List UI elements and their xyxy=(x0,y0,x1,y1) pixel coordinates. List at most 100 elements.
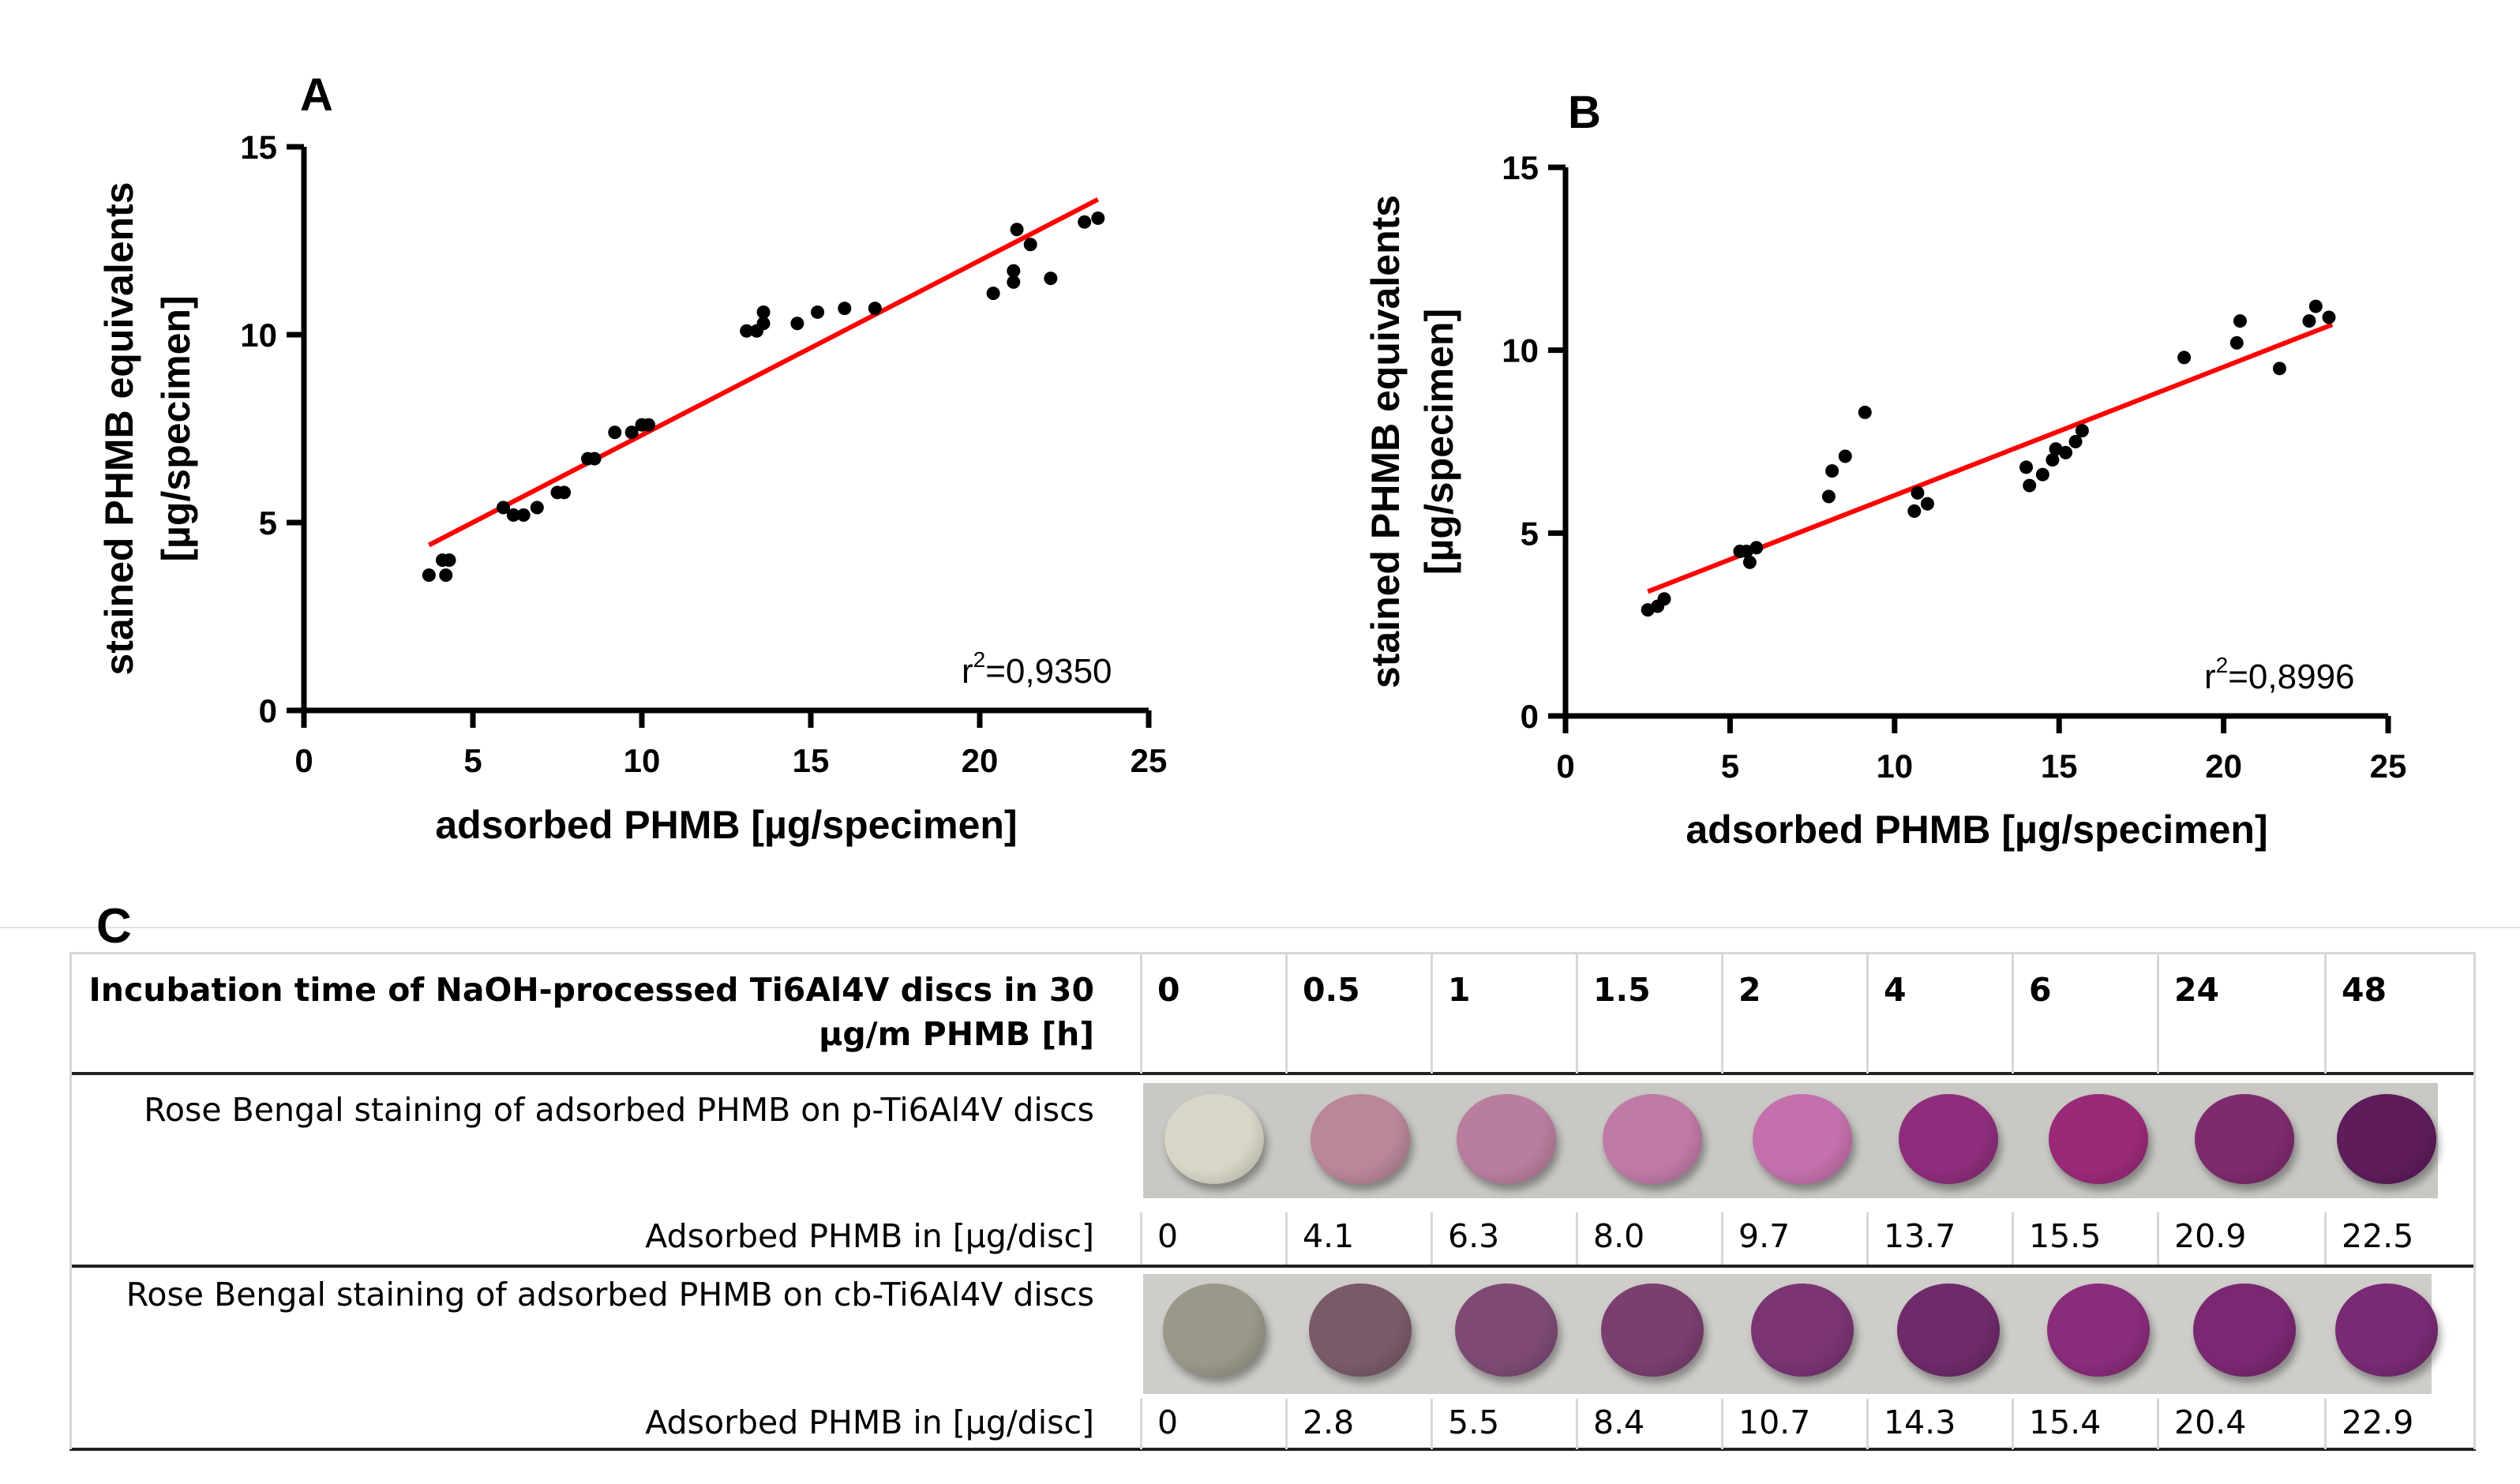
adsorbed-value: 14.3 xyxy=(1884,1403,1956,1441)
data-point xyxy=(790,317,804,331)
data-point xyxy=(2059,445,2073,459)
data-point xyxy=(2322,310,2336,324)
header-label-line2: µg/m PHMB [h] xyxy=(819,1015,1094,1053)
y-tick-label: 0 xyxy=(259,692,277,729)
table-bottom-rule xyxy=(69,1448,2476,1451)
data-point xyxy=(530,500,544,515)
adsorbed-value: 5.5 xyxy=(1448,1403,1500,1441)
cb-adsorbed-label: Adsorbed PHMB in [µg/disc] xyxy=(645,1403,1094,1441)
data-point xyxy=(756,305,771,319)
data-point xyxy=(1007,275,1021,289)
stained-disc xyxy=(1897,1284,2000,1377)
column-divider xyxy=(1285,1212,1288,1265)
column-divider xyxy=(1866,952,1869,1074)
panel-letter-a: A xyxy=(300,69,333,121)
column-divider xyxy=(2324,952,2327,1074)
data-point xyxy=(1821,489,1836,504)
time-header-3: 1.5 xyxy=(1593,971,1651,1009)
data-point xyxy=(1044,272,1058,286)
y-axis-title-line2: [µg/specimen] xyxy=(154,295,198,561)
data-point xyxy=(2272,362,2286,376)
header-label-cell: Incubation time of NaOH-processed Ti6Al4… xyxy=(69,952,1108,1070)
staining-table: Incubation time of NaOH-processed Ti6Al4… xyxy=(69,952,2476,1451)
stained-disc xyxy=(1751,1284,1854,1377)
adsorbed-value: 8.0 xyxy=(1593,1217,1645,1255)
y-tick-label: 15 xyxy=(1502,149,1539,186)
column-divider xyxy=(1140,1212,1142,1265)
column-divider xyxy=(1721,1212,1723,1265)
time-header-0: 0 xyxy=(1157,971,1180,1009)
adsorbed-value: 10.7 xyxy=(1738,1403,1811,1441)
data-point xyxy=(986,287,1000,301)
column-divider xyxy=(1576,1212,1578,1265)
column-divider xyxy=(2157,952,2159,1074)
column-divider xyxy=(2324,1212,2327,1265)
x-tick-label: 10 xyxy=(624,742,661,779)
stained-disc xyxy=(1455,1284,1558,1377)
scatter-chart-a: A 0 5 10 15 0 5 10 15 20 25 adsorbed PHMB [µg/speci… xyxy=(97,69,1167,847)
table-top-border xyxy=(69,952,2476,954)
y-tick-label: 5 xyxy=(1521,515,1539,552)
adsorbed-value: 8.4 xyxy=(1593,1403,1645,1441)
data-point xyxy=(811,305,825,319)
time-header-4: 2 xyxy=(1738,971,1761,1009)
data-point xyxy=(2302,314,2316,328)
data-point xyxy=(2229,335,2244,350)
x-tick-label: 20 xyxy=(962,742,999,779)
column-divider xyxy=(1431,952,1433,1074)
adsorbed-value: 15.4 xyxy=(2029,1403,2102,1441)
x-tick-label: 0 xyxy=(294,742,313,779)
data-point xyxy=(1920,497,1934,511)
data-point xyxy=(1091,211,1105,225)
p-row-bottom-rule xyxy=(69,1265,2476,1268)
column-divider xyxy=(1721,1399,1723,1449)
data-point xyxy=(439,568,453,583)
column-divider xyxy=(1721,952,1723,1074)
table-right-border xyxy=(2473,952,2476,1449)
stained-disc xyxy=(1163,1284,1266,1377)
data-point xyxy=(442,553,456,568)
data-point xyxy=(1078,215,1092,229)
column-divider xyxy=(1866,1212,1869,1265)
p-disc-row: Rose Bengal staining of adsorbed PHMB on… xyxy=(69,1077,2476,1263)
stained-disc xyxy=(2047,1284,2150,1377)
data-point xyxy=(838,302,852,316)
y-axis-title-line1: stained PHMB equivalents xyxy=(1363,195,1408,688)
data-point xyxy=(1858,405,1872,419)
column-divider xyxy=(2012,952,2014,1074)
stained-disc xyxy=(1311,1094,1410,1184)
data-point xyxy=(756,317,771,331)
cb-staining-label: Rose Bengal staining of adsorbed PHMB on… xyxy=(126,1276,1094,1313)
panel-letter-c: C xyxy=(96,899,132,954)
data-point xyxy=(1911,485,1925,500)
r-squared-label: r2=0,8996 xyxy=(2204,653,2355,696)
y-tick-label: 10 xyxy=(1502,332,1539,369)
regression-line xyxy=(427,197,1100,548)
r-squared-label: r2=0,9350 xyxy=(962,647,1112,691)
data-point xyxy=(1838,449,1852,463)
adsorbed-value: 0 xyxy=(1157,1217,1179,1255)
section-divider xyxy=(0,927,2520,928)
adsorbed-value: 15.5 xyxy=(2029,1217,2102,1255)
column-divider xyxy=(1140,952,1142,1074)
scatter-chart-b: B 0 5 10 15 0 5 10 15 20 25 adsorbed PHMB [µg/speci… xyxy=(1363,87,2406,852)
data-point xyxy=(497,500,511,515)
stained-disc xyxy=(2195,1094,2294,1184)
column-divider xyxy=(1285,952,1288,1074)
column-divider xyxy=(1140,1399,1142,1449)
adsorbed-value: 2.8 xyxy=(1303,1403,1355,1441)
y-tick-label: 10 xyxy=(240,317,277,354)
x-axis-title: adsorbed PHMB [µg/specimen] xyxy=(1686,808,2267,852)
stained-disc xyxy=(1601,1284,1704,1377)
x-tick-label: 15 xyxy=(2041,748,2078,785)
data-point xyxy=(740,324,754,338)
data-point xyxy=(1010,223,1024,237)
column-divider xyxy=(1285,1399,1288,1449)
stained-disc xyxy=(2335,1284,2438,1377)
x-tick-label: 20 xyxy=(2205,748,2242,785)
cb-disc-row: Rose Bengal staining of adsorbed PHMB on… xyxy=(69,1269,2476,1449)
column-divider xyxy=(1576,952,1578,1074)
data-point xyxy=(1742,555,1757,569)
time-header-5: 4 xyxy=(1884,971,1907,1009)
stained-disc xyxy=(1457,1094,1556,1184)
